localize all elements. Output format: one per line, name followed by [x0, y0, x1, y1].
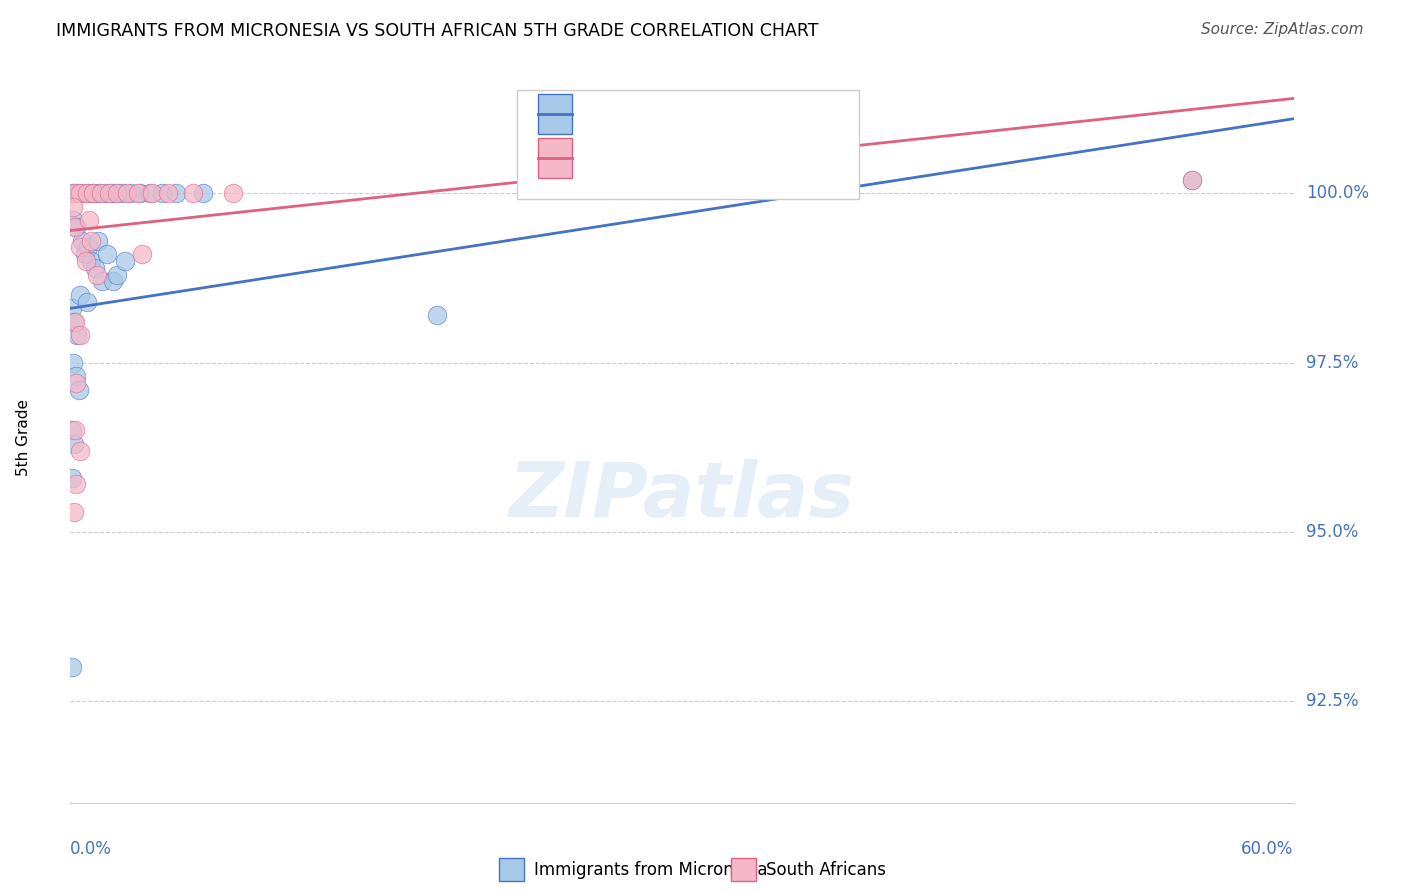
Point — [69, 383, 91, 397]
Point — [90, 186, 112, 201]
Point — [86, 268, 108, 282]
Point — [100, 186, 122, 201]
Point — [65, 220, 87, 235]
Point — [65, 423, 87, 437]
Point — [65, 369, 87, 384]
Point — [77, 213, 100, 227]
Point — [65, 376, 87, 390]
Point — [82, 186, 104, 201]
Text: 92.5%: 92.5% — [1306, 692, 1358, 710]
Text: 100.0%: 100.0% — [1306, 185, 1369, 202]
Point — [72, 186, 94, 201]
Point — [117, 186, 139, 201]
Text: 97.5%: 97.5% — [1306, 353, 1358, 372]
Point — [165, 186, 187, 201]
FancyBboxPatch shape — [537, 94, 572, 134]
Point — [96, 247, 118, 261]
Point — [128, 186, 150, 201]
Point — [191, 186, 214, 201]
Point — [76, 240, 98, 254]
Point — [1181, 172, 1204, 186]
Text: R =  0.213   N = 43: R = 0.213 N = 43 — [586, 104, 749, 123]
Point — [79, 234, 103, 248]
Point — [222, 186, 245, 201]
Point — [60, 423, 83, 437]
Point — [105, 268, 128, 282]
Point — [69, 288, 91, 302]
FancyBboxPatch shape — [537, 137, 572, 178]
FancyBboxPatch shape — [517, 90, 859, 200]
Text: 60.0%: 60.0% — [1241, 840, 1294, 858]
Point — [131, 247, 153, 261]
Point — [73, 247, 96, 261]
Point — [76, 186, 98, 201]
Point — [181, 186, 204, 201]
Text: 0.0%: 0.0% — [70, 840, 112, 858]
Point — [65, 220, 87, 235]
Text: South Africans: South Africans — [766, 861, 886, 879]
Point — [67, 186, 90, 201]
Point — [141, 186, 163, 201]
Point — [69, 443, 91, 458]
Text: Immigrants from Micronesia: Immigrants from Micronesia — [534, 861, 768, 879]
Text: 5th Grade: 5th Grade — [17, 399, 31, 475]
Text: R =  0.349   N = 29: R = 0.349 N = 29 — [586, 149, 749, 167]
Point — [114, 254, 136, 268]
Point — [69, 240, 91, 254]
Point — [426, 308, 449, 322]
Point — [75, 254, 97, 268]
Point — [139, 186, 162, 201]
Point — [63, 315, 86, 329]
Point — [65, 315, 87, 329]
Point — [60, 471, 83, 485]
Point — [69, 186, 91, 201]
Point — [127, 186, 149, 201]
Point — [70, 234, 93, 248]
Point — [69, 328, 91, 343]
Point — [90, 274, 112, 288]
Point — [112, 186, 135, 201]
Point — [157, 186, 180, 201]
Point — [105, 186, 128, 201]
Point — [101, 274, 124, 288]
Point — [98, 186, 121, 201]
Point — [79, 254, 103, 268]
Point — [83, 260, 105, 275]
Point — [60, 301, 83, 316]
Point — [87, 186, 110, 201]
Point — [121, 186, 143, 201]
Point — [63, 186, 86, 201]
Text: ZIPatlas: ZIPatlas — [509, 458, 855, 533]
Point — [63, 437, 86, 451]
Point — [65, 477, 87, 491]
Point — [1181, 172, 1204, 186]
Point — [62, 186, 84, 201]
Point — [77, 186, 100, 201]
Point — [62, 200, 84, 214]
Point — [94, 186, 117, 201]
Point — [82, 186, 104, 201]
Point — [105, 186, 128, 201]
Point — [60, 660, 83, 674]
Point — [150, 186, 173, 201]
Text: Source: ZipAtlas.com: Source: ZipAtlas.com — [1201, 22, 1364, 37]
Point — [62, 213, 84, 227]
Point — [63, 505, 86, 519]
Point — [66, 328, 89, 343]
Point — [76, 294, 98, 309]
Point — [87, 234, 110, 248]
Text: IMMIGRANTS FROM MICRONESIA VS SOUTH AFRICAN 5TH GRADE CORRELATION CHART: IMMIGRANTS FROM MICRONESIA VS SOUTH AFRI… — [56, 22, 818, 40]
Text: 95.0%: 95.0% — [1306, 523, 1358, 541]
Point — [62, 355, 84, 369]
